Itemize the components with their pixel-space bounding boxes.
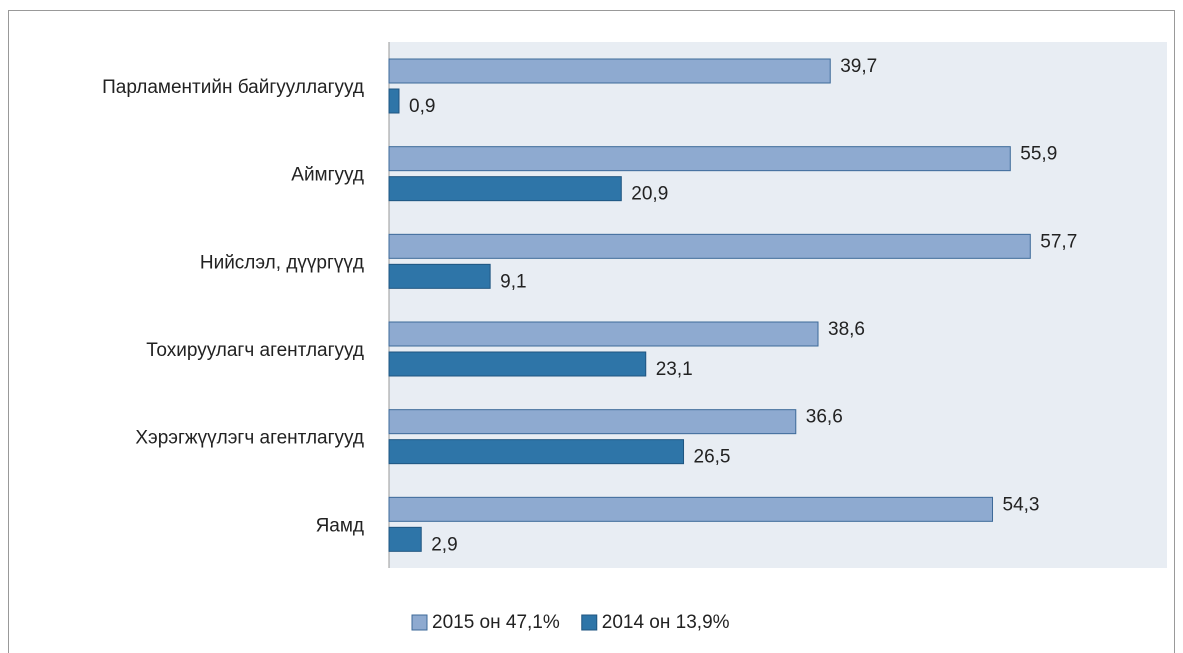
y-tick-label: Нийслэл, дүүргүүд bbox=[200, 252, 364, 273]
plot-area bbox=[389, 42, 1167, 568]
bar bbox=[388, 176, 622, 202]
bar bbox=[388, 526, 422, 552]
bar bbox=[388, 88, 400, 114]
y-tick-label: Аймгууд bbox=[291, 165, 364, 186]
bar bbox=[388, 321, 819, 347]
legend-swatch bbox=[581, 614, 598, 631]
y-tick-label: Яамд bbox=[316, 515, 364, 536]
value-label: 23,1 bbox=[656, 359, 693, 380]
bar bbox=[388, 146, 1011, 172]
y-tick-label: Парламентийн байгууллагууд bbox=[102, 77, 364, 98]
value-label: 0,9 bbox=[409, 96, 435, 117]
value-label: 36,6 bbox=[806, 407, 843, 428]
value-label: 57,7 bbox=[1040, 231, 1077, 252]
legend-label: 2014 он 13,9% bbox=[602, 612, 730, 633]
legend-swatch bbox=[411, 614, 428, 631]
value-label: 39,7 bbox=[840, 56, 877, 77]
value-label: 55,9 bbox=[1020, 144, 1057, 165]
bar bbox=[388, 409, 797, 435]
value-label: 38,6 bbox=[828, 319, 865, 340]
bar bbox=[388, 263, 491, 289]
legend-label: 2015 он 47,1% bbox=[432, 612, 560, 633]
value-label: 2,9 bbox=[431, 534, 457, 555]
bar bbox=[388, 351, 647, 377]
bar bbox=[388, 496, 994, 522]
value-label: 20,9 bbox=[631, 184, 668, 205]
value-label: 54,3 bbox=[1003, 494, 1040, 515]
bar bbox=[388, 233, 1031, 259]
value-label: 26,5 bbox=[694, 447, 731, 468]
bar bbox=[388, 58, 831, 84]
bar bbox=[388, 439, 685, 465]
value-label: 9,1 bbox=[500, 271, 526, 292]
y-tick-label: Хэрэгжүүлэгч агентлагууд bbox=[135, 428, 364, 449]
y-tick-label: Тохируулагч агентлагууд bbox=[146, 340, 364, 361]
